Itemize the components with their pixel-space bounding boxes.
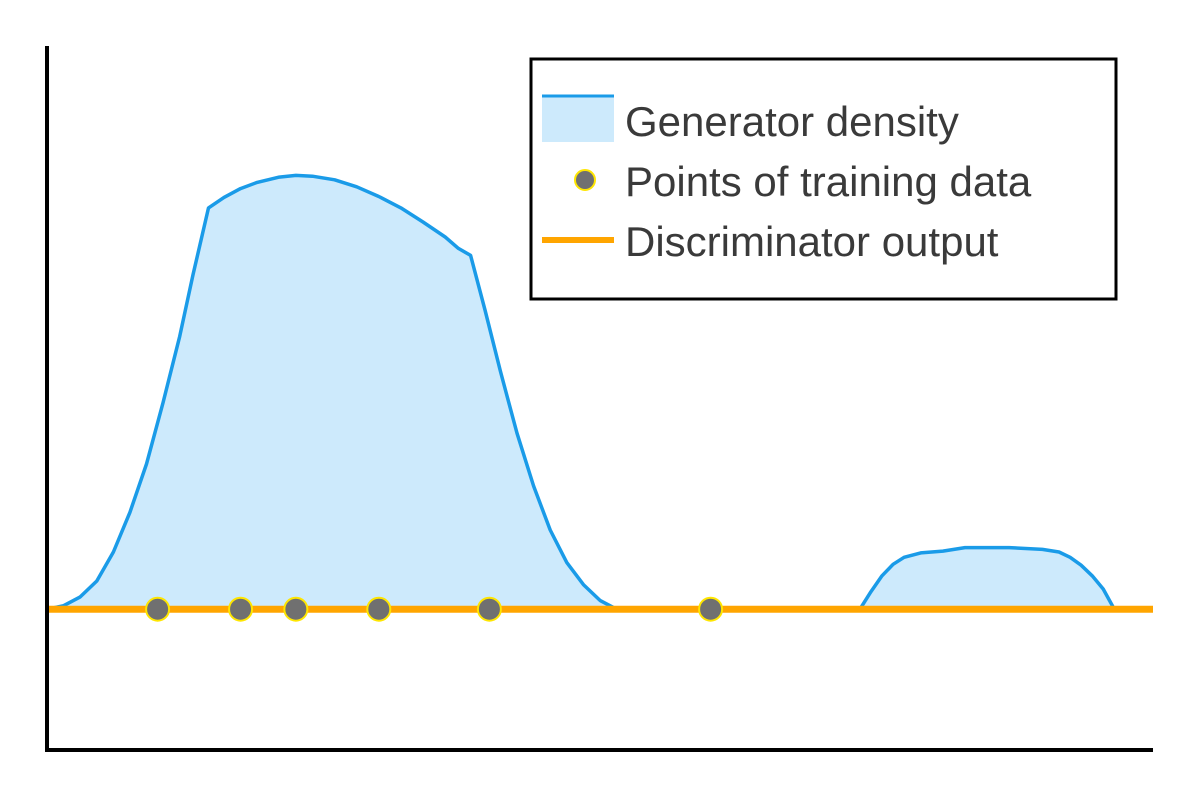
training-data-point [476,596,502,622]
legend-swatch-generator [542,95,614,142]
generator-density-curve-2 [858,545,1117,611]
legend-entry-points: Points of training data [574,158,1032,205]
generator-density-fill-2 [859,547,1115,610]
generator-density-fill-1 [47,175,617,610]
training-data-point [366,596,392,622]
training-data-point [283,596,309,622]
legend-entry-generator: Generator density [542,94,959,145]
legend-entry-discriminator: Discriminator output [542,218,999,265]
training-data-point [145,596,171,622]
legend: Generator density Points of training dat… [529,57,1118,301]
legend-label-generator: Generator density [625,98,959,145]
legend-box [529,57,1118,301]
plot-area [45,173,1153,622]
training-data-point [698,596,724,622]
legend-label-discriminator: Discriminator output [625,218,999,265]
training-data-point [228,596,254,622]
generator-density-curve-1 [45,173,619,611]
legend-label-points: Points of training data [625,158,1032,205]
legend-marker-points [574,169,596,191]
